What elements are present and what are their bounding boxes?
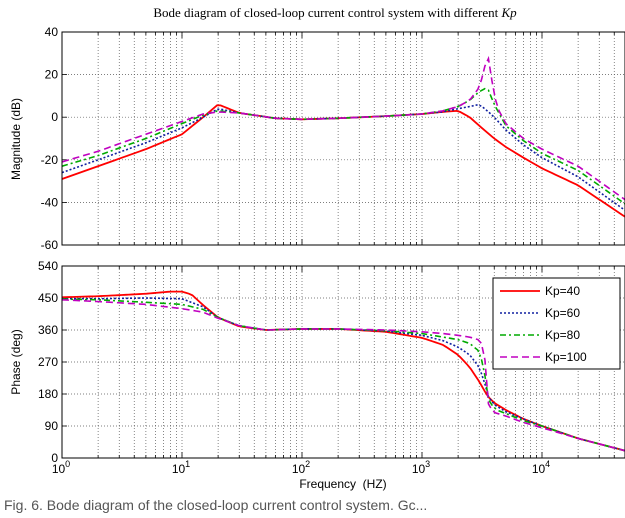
phase-xlabel: Frequency (HZ) <box>299 477 386 491</box>
magnitude-ylabel: Magnitude (dB) <box>9 98 23 180</box>
phase-series-kp-100 <box>62 298 625 452</box>
chart-title-kp: Kp <box>500 5 517 20</box>
phase-y-ticks: 0 90 180 270 360 450 540 <box>38 259 58 465</box>
phase-x-tick-exponent: 4 <box>545 459 550 469</box>
magnitude-series-kp-80 <box>62 87 625 205</box>
magnitude-y-tick-label: 20 <box>45 68 59 82</box>
phase-x-tick-exponent: 1 <box>185 459 190 469</box>
phase-x-tick-exponent: 2 <box>305 459 310 469</box>
legend-label: Kp=80 <box>545 328 580 342</box>
magnitude-y-tick-label: -20 <box>41 153 59 167</box>
legend-items: Kp=40 Kp=60 Kp=80 Kp=100 <box>500 284 587 364</box>
magnitude-series-kp-60 <box>62 103 625 212</box>
phase-series-kp-60 <box>62 297 625 452</box>
chart-title-text: Bode diagram of closed-loop current cont… <box>153 5 498 20</box>
phase-series-kp-80 <box>62 298 625 452</box>
phase-x-tick-label: 103 <box>412 459 430 476</box>
magnitude-plot-area <box>62 32 625 245</box>
magnitude-series-kp-100 <box>62 55 625 201</box>
phase-x-tick-exponent: 0 <box>65 459 70 469</box>
phase-x-tick-label: 100 <box>52 459 70 476</box>
phase-y-tick-label: 540 <box>38 259 58 273</box>
phase-frame <box>61 265 625 459</box>
legend-label: Kp=100 <box>545 350 587 364</box>
figure-caption: Fig. 6. Bode diagram of the closed-loop … <box>4 497 428 513</box>
phase-y-tick-label: 360 <box>38 323 58 337</box>
magnitude-series <box>62 55 625 218</box>
magnitude-frame <box>61 31 625 246</box>
phase-x-tick-label: 102 <box>292 459 310 476</box>
phase-y-tick-label: 450 <box>38 291 58 305</box>
phase-x-tick-label: 104 <box>532 459 550 476</box>
phase-y-tick-label: 0 <box>51 451 58 465</box>
phase-ylabel: Phase (deg) <box>9 329 23 394</box>
phase-y-tick-label: 90 <box>45 419 59 433</box>
magnitude-panel: -60 -40 -20 0 20 40 Magnitude (dB) <box>9 25 625 252</box>
legend-box <box>492 277 621 370</box>
legend-label: Kp=40 <box>545 284 580 298</box>
magnitude-y-tick-label: -40 <box>41 195 59 209</box>
magnitude-y-tick-label: 0 <box>51 110 58 124</box>
magnitude-y-ticks: -60 -40 -20 0 20 40 <box>41 25 59 252</box>
phase-series <box>62 290 625 452</box>
phase-x-tick-label: 101 <box>172 459 190 476</box>
phase-x-ticks: 100 101 102 103 104 <box>52 459 550 476</box>
phase-y-tick-label: 180 <box>38 387 58 401</box>
phase-x-tick-exponent: 3 <box>425 459 430 469</box>
phase-y-tick-label: 270 <box>38 355 58 369</box>
legend-label: Kp=60 <box>545 306 580 320</box>
legend: Kp=40 Kp=60 Kp=80 Kp=100 <box>492 277 621 370</box>
magnitude-y-tick-label: -60 <box>41 238 59 252</box>
magnitude-y-tick-label: 40 <box>45 25 59 39</box>
chart-title: Bode diagram of closed-loop current cont… <box>153 5 517 20</box>
